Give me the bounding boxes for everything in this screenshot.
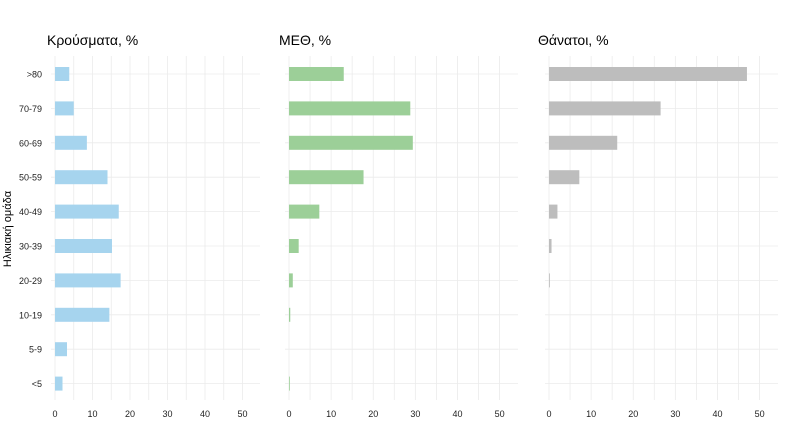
bar-70-79 [289, 101, 411, 116]
y-tick-label: 5-9 [29, 345, 42, 355]
bar-50-59 [55, 170, 108, 185]
x-tick-label: 20 [368, 409, 378, 419]
bar-40-49 [289, 204, 320, 219]
bar-<5 [289, 376, 290, 391]
y-tick-label: <5 [32, 379, 42, 389]
bar-60-69 [55, 135, 87, 150]
panel-1: Κρούσματα, % 0 10 20 30 40 50 >80 70-79 60-69 50-5… [19, 32, 260, 419]
panel-2: ΜΕΘ, % 0 10 20 30 40 50 [279, 32, 518, 419]
bar-20-29 [55, 273, 121, 288]
x-tick-label: 10 [326, 409, 336, 419]
panel-title: ΜΕΘ, % [279, 32, 331, 48]
bar-10-19 [55, 307, 110, 322]
bar-30-39 [289, 239, 299, 253]
y-axis-label: Ηλικιακή ομάδα [2, 190, 14, 267]
y-tick-label: 10-19 [19, 310, 42, 320]
x-tick-label: 40 [712, 409, 722, 419]
bar-30-39 [55, 239, 112, 253]
panel-3: Θάνατοι, % 0 10 20 30 40 50 [538, 32, 778, 419]
x-tick-label: 40 [452, 409, 462, 419]
x-tick-label: 40 [200, 409, 210, 419]
bar-70-79 [55, 101, 74, 116]
bar-60-69 [289, 135, 413, 150]
bar-70-79 [549, 101, 661, 116]
y-tick-label: 70-79 [19, 104, 42, 114]
bar-40-49 [55, 204, 119, 219]
bar-20-29 [289, 273, 293, 288]
x-tick-label: 30 [670, 409, 680, 419]
y-tick-label: 20-29 [19, 276, 42, 286]
x-tick-label: 50 [237, 409, 247, 419]
bar-10-19 [289, 307, 291, 322]
bar-60-69 [549, 135, 618, 150]
panel-title: Θάνατοι, % [538, 32, 609, 48]
y-tick-label: 50-59 [19, 173, 42, 183]
y-axis-label-group: Ηλικιακή ομάδα [2, 190, 14, 267]
x-tick-label: 20 [628, 409, 638, 419]
x-tick-label: 0 [286, 409, 291, 419]
y-tick-label: 60-69 [19, 138, 42, 148]
y-tick-label: >80 [27, 70, 42, 80]
bar->80 [55, 67, 70, 81]
x-tick-label: 50 [755, 409, 765, 419]
x-tick-label: 30 [162, 409, 172, 419]
bar->80 [289, 67, 344, 81]
bar-5-9 [55, 342, 67, 357]
x-tick-label: 30 [410, 409, 420, 419]
y-tick-label: 40-49 [19, 207, 42, 217]
x-tick-label: 20 [125, 409, 135, 419]
bar-20-29 [549, 273, 550, 288]
bar-50-59 [549, 170, 580, 185]
x-tick-label: 10 [586, 409, 596, 419]
y-tick-label: 30-39 [19, 242, 42, 252]
x-tick-label: 0 [52, 409, 57, 419]
panel-title: Κρούσματα, % [47, 32, 138, 48]
bar-30-39 [549, 239, 552, 253]
x-tick-label: 50 [495, 409, 505, 419]
bar-<5 [55, 376, 63, 391]
x-tick-label: 0 [546, 409, 551, 419]
bar-50-59 [289, 170, 364, 185]
bar-40-49 [549, 204, 558, 219]
x-tick-label: 10 [87, 409, 97, 419]
bar->80 [549, 67, 747, 81]
